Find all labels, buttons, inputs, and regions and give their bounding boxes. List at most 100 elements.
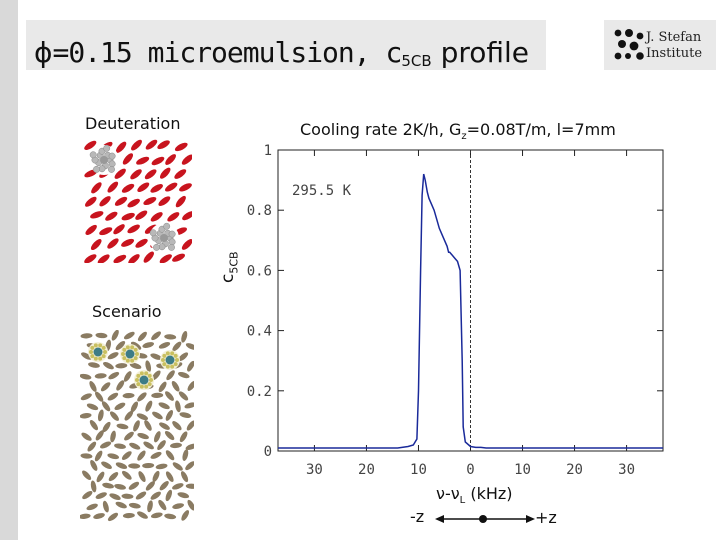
micelle-shell [98,356,103,361]
brown-molecule [135,491,147,500]
brown-molecule [184,402,194,409]
brown-molecule [80,393,92,401]
title-tail: profile [431,36,530,69]
direction-minus-label: -z [410,507,425,526]
micelle-shell [122,356,127,361]
red-molecule [137,182,150,192]
brown-molecule [187,360,194,372]
red-molecule [84,254,97,263]
red-molecule [105,211,118,221]
red-molecule [143,196,157,206]
brown-molecule [109,411,119,421]
logo-text: J. Stefan Institute [646,30,702,62]
brown-molecule [130,341,142,350]
deuteration-label: Deuteration [85,114,181,133]
brown-molecule [97,409,104,422]
red-molecule [136,156,150,165]
brown-molecule [114,402,126,410]
red-molecule [144,169,157,180]
micelle-shell [147,373,152,378]
profile-series-line [278,173,663,449]
brown-molecule [172,341,182,352]
brown-molecule [172,483,184,490]
brown-molecule [90,459,98,471]
brown-molecule [137,511,148,519]
brown-molecule [123,371,132,382]
y-tick-label: 0.2 [247,384,272,400]
brown-molecule [110,430,116,443]
red-molecule [121,212,135,221]
brown-molecule [145,481,155,491]
red-molecule [107,181,119,193]
chart-title-sub: z [461,131,467,143]
brown-molecule [179,431,188,443]
brown-molecule [180,471,189,483]
brown-molecule [143,441,154,450]
micelle-shell [98,343,103,348]
brown-molecule [187,499,194,511]
direction-plus-label: +z [535,508,557,527]
brown-molecule [115,462,128,469]
red-molecule [85,224,97,235]
y-tick-label: 0.4 [247,324,272,340]
brown-molecule [158,381,167,393]
x-axis-label-sub: L [459,495,466,507]
red-molecule [90,239,102,251]
logo-line-1: J. Stefan [646,30,702,45]
brown-molecule [121,470,132,480]
brown-molecule [171,380,180,392]
brown-molecule [82,490,93,500]
brown-molecule [128,502,141,509]
red-molecule [150,184,163,193]
grey-particle [93,165,100,173]
brown-molecule [129,362,142,369]
micelle-shell [139,384,144,389]
brown-molecule [181,330,188,343]
brown-molecule [142,342,155,348]
micelle-shell [147,382,152,387]
brown-molecule [151,392,164,398]
brown-molecule [151,370,161,381]
brown-molecule [158,402,170,410]
chart-title-tail: =0.08T/m, l=7mm [466,120,616,139]
brown-molecule [87,441,97,452]
x-axis-label-tail: (kHz) [465,484,513,503]
brown-molecule [159,480,169,491]
logo-line-2: Institute [646,46,703,61]
brown-molecule [102,421,111,433]
red-molecule [121,183,135,193]
brown-molecule [116,380,125,391]
red-molecule [157,140,170,150]
x-axis-label-main: ν-ν [436,484,460,503]
brown-molecule [80,513,91,519]
red-molecule [127,224,140,234]
brown-molecule [81,352,92,360]
brown-molecule [144,420,152,431]
chart-title-main: Cooling rate 2K/h, G [300,120,462,139]
brown-molecule [133,420,140,432]
brown-molecule [89,381,97,392]
brown-molecule [178,371,190,379]
brown-molecule [142,462,155,469]
red-molecule [174,142,188,152]
red-molecule [84,140,97,151]
brown-molecule [95,391,104,402]
brown-molecule [93,513,105,519]
brown-molecule [103,361,114,370]
red-molecule [90,211,104,219]
brown-molecule [165,391,174,401]
brown-molecule [155,463,168,470]
brown-molecule [111,330,119,341]
micelle-shell [170,364,175,369]
red-molecule [135,210,148,220]
micelle-shell [161,358,165,362]
red-molecule [165,154,176,165]
red-molecule [135,238,148,248]
micelle-shell [121,352,125,356]
red-molecule [167,212,180,222]
brown-molecule [152,470,160,482]
red-molecule [113,254,127,263]
red-molecule [121,238,135,247]
red-molecule [159,167,171,179]
